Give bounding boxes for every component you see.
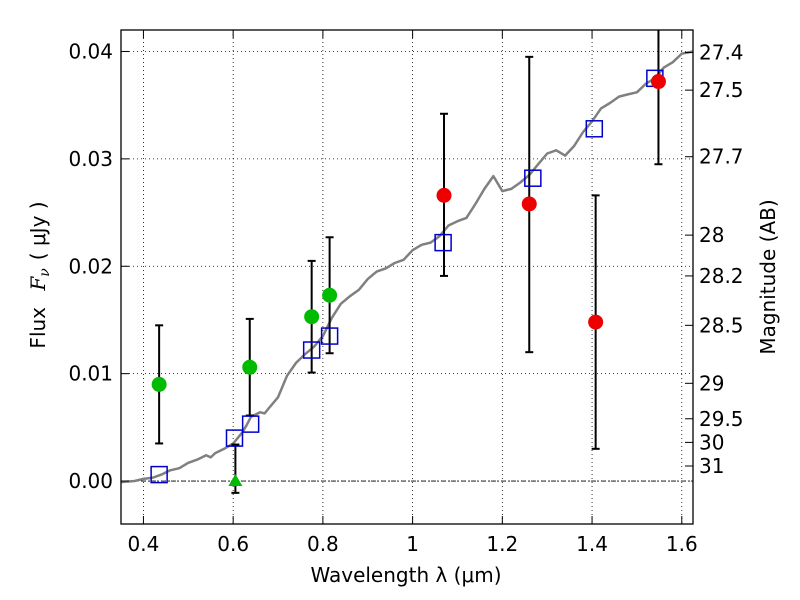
model-band-point xyxy=(320,327,339,345)
mag-tick-label: 28 xyxy=(699,223,724,247)
model-band-point xyxy=(150,465,168,484)
y-axis-label: Flux Fν ( μJy ) xyxy=(26,201,53,348)
y-label-sub: ν xyxy=(37,268,53,277)
model-band-point xyxy=(302,341,321,359)
model-band-point xyxy=(524,169,542,187)
mag-tick-label: 29 xyxy=(699,371,724,395)
model-band-point xyxy=(225,429,244,447)
mag-tick-label: 31 xyxy=(699,454,724,478)
y-label-text: Flux xyxy=(26,307,50,349)
y-tick-label: 0.04 xyxy=(68,39,113,63)
y-tick-label: 0.00 xyxy=(68,469,113,493)
y-label-units: ( μJy ) xyxy=(26,201,50,260)
photometry-point xyxy=(650,74,666,90)
model-band-point xyxy=(585,120,604,138)
y-tick-label: 0.02 xyxy=(68,254,113,278)
photometry-point xyxy=(242,359,258,375)
mag-tick-label: 29.5 xyxy=(699,407,744,431)
x-tick-label: 0.6 xyxy=(217,532,249,556)
svg-text:Flux Fν( μJy ): Flux Fν ( μJy ) xyxy=(26,201,53,348)
data-layer xyxy=(121,30,693,494)
x-tick-label: 1.6 xyxy=(666,532,698,556)
mag-tick-label: 27.5 xyxy=(699,78,744,102)
photometry-point xyxy=(588,314,604,330)
upper-limit-point xyxy=(228,474,243,487)
x-tick-label: 1.4 xyxy=(576,532,608,556)
grid xyxy=(121,30,693,524)
model-band-point xyxy=(241,415,260,433)
mag-tick-label: 27.7 xyxy=(699,145,744,169)
x-tick-label: 1.2 xyxy=(486,532,518,556)
x-tick-label: 0.4 xyxy=(128,532,160,556)
mag-tick-label: 28.5 xyxy=(699,313,744,337)
photometry-point xyxy=(521,196,537,212)
ticks: 0.4 0.6 0.8 1 1.2 1.4 1.6 0.00 0.01 0.02 0.03 0.04 2… xyxy=(68,30,744,556)
model-sed-line xyxy=(121,50,693,484)
photometry-point xyxy=(304,309,320,325)
y-tick-label: 0.01 xyxy=(68,362,113,386)
model-band-point xyxy=(434,233,452,252)
photometry-point xyxy=(436,187,452,203)
y-label-math: F xyxy=(26,276,50,292)
x-tick-label: 1 xyxy=(406,532,419,556)
x-tick-label: 0.8 xyxy=(307,532,339,556)
photometry-point xyxy=(322,287,338,303)
photometry-point xyxy=(151,376,167,392)
mag-tick-label: 30 xyxy=(699,430,724,454)
mag-tick-label: 27.4 xyxy=(699,41,744,65)
magnitude-axis-label: Magnitude (AB) xyxy=(756,199,780,354)
y-tick-label: 0.03 xyxy=(68,147,113,171)
plot-frame xyxy=(120,29,694,525)
x-axis-label: Wavelength λ (μm) xyxy=(310,563,501,587)
mag-tick-label: 28.2 xyxy=(699,264,744,288)
